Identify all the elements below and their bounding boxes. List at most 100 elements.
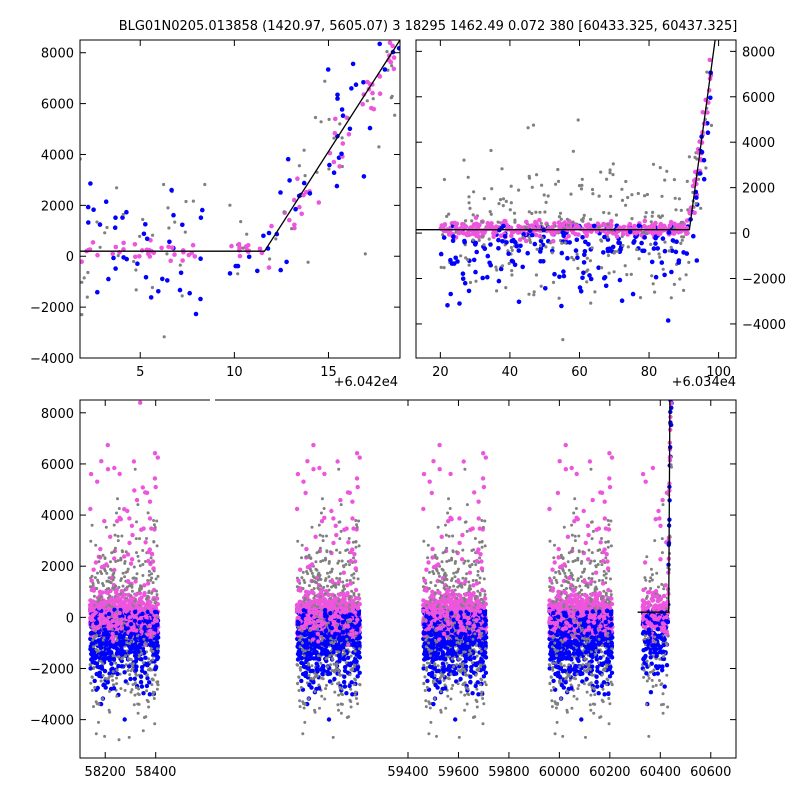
full-lightcurve-point — [95, 625, 101, 631]
zoom-rise-xtick-label: 80 — [641, 365, 658, 380]
full-lightcurve-point — [89, 578, 94, 583]
zoom-rise-point — [679, 208, 683, 212]
zoom-rise-point — [679, 220, 684, 224]
full-lightcurve-point — [145, 676, 150, 681]
full-lightcurve-point — [107, 576, 111, 580]
full-lightcurve-point — [121, 584, 125, 588]
zoom-peak-point — [371, 97, 375, 101]
full-lightcurve-point — [119, 599, 124, 604]
full-lightcurve-point — [113, 533, 117, 537]
zoom-rise-point — [591, 192, 595, 196]
zoom-peak-point — [203, 182, 207, 187]
zoom-peak-point — [292, 225, 297, 231]
full-lightcurve-point — [348, 563, 351, 567]
zoom-peak-point — [90, 240, 96, 245]
zoom-rise-point — [501, 204, 505, 208]
zoom-rise-point — [558, 211, 563, 215]
full-lightcurve-point — [134, 686, 138, 690]
zoom-rise-point — [708, 95, 713, 101]
full-lightcurve-point — [108, 534, 113, 539]
zoom-rise-ytick-label: 4000 — [742, 136, 775, 151]
zoom-peak-point — [332, 136, 336, 140]
zoom-peak-point — [124, 256, 129, 262]
zoom-rise-point — [451, 234, 456, 239]
panel-zoom-rise-fit — [416, 40, 716, 231]
full-lightcurve-point — [347, 683, 352, 689]
full-lightcurve-point — [89, 617, 94, 623]
zoom-peak-point — [151, 233, 155, 237]
panel-zoom-peak-fit — [80, 40, 400, 252]
full-lightcurve-point — [296, 681, 300, 685]
full-lightcurve-point — [329, 550, 332, 554]
full-lightcurve-point — [138, 400, 143, 405]
full-lightcurve-point — [116, 539, 120, 543]
zoom-rise-point — [510, 269, 514, 273]
full-lightcurve-point — [153, 627, 158, 632]
panel-zoom-peak-offset-label: +6.042e4 — [334, 375, 398, 390]
full-lightcurve-point — [139, 527, 144, 532]
full-lightcurve-point — [102, 518, 107, 524]
zoom-rise-point — [488, 262, 494, 268]
full-lightcurve-point — [354, 476, 360, 481]
full-lightcurve-point — [108, 603, 111, 607]
full-lightcurve-point — [132, 565, 136, 569]
zoom-peak-point — [396, 46, 400, 51]
zoom-rise-point — [653, 235, 658, 241]
zoom-rise-point — [607, 271, 611, 275]
full-lightcurve-point — [88, 506, 93, 512]
full-lightcurve-point — [153, 673, 157, 677]
zoom-peak-point — [167, 239, 172, 245]
full-lightcurve-point — [147, 680, 152, 685]
zoom-rise-point — [633, 234, 638, 240]
zoom-peak-point — [335, 92, 340, 98]
zoom-peak-point — [169, 245, 175, 250]
full-lightcurve-point — [92, 665, 96, 669]
zoom-peak-point — [391, 66, 397, 72]
full-lightcurve-point — [146, 581, 151, 586]
full-lightcurve-point — [89, 657, 95, 662]
zoom-rise-point — [493, 224, 499, 229]
full-lightcurve-point — [351, 540, 355, 544]
zoom-peak-point — [191, 199, 195, 203]
full-lightcurve-point — [119, 617, 125, 622]
zoom-rise-point — [527, 176, 532, 180]
zoom-rise-point — [442, 266, 446, 270]
zoom-rise-point — [672, 178, 677, 182]
zoom-peak-point — [178, 270, 184, 276]
full-lightcurve-point — [103, 569, 107, 573]
full-lightcurve-point — [115, 671, 120, 677]
zoom-rise-point — [608, 168, 612, 172]
zoom-peak-point — [178, 263, 182, 267]
zoom-rise-point — [591, 223, 597, 229]
zoom-rise-point — [658, 255, 662, 259]
full-lightcurve-point — [94, 543, 98, 547]
full-lightcurve-point — [98, 555, 102, 559]
full-lightcurve-point — [88, 598, 93, 603]
zoom-rise-point — [539, 284, 543, 288]
zoom-rise-point — [614, 213, 619, 217]
zoom-rise-point — [663, 178, 667, 182]
zoom-peak-point — [319, 120, 323, 124]
full-lightcurve-point — [311, 467, 316, 472]
zoom-rise-point — [561, 273, 567, 279]
zoom-rise-point — [658, 215, 662, 220]
full-lightcurve-point — [338, 572, 342, 576]
full-lightcurve-point — [101, 682, 106, 688]
full-lightcurve-point — [115, 604, 121, 609]
zoom-rise-point — [473, 242, 478, 247]
zoom-peak-point — [361, 174, 367, 179]
zoom-rise-point — [589, 217, 593, 221]
zoom-rise-point — [584, 232, 589, 237]
full-lightcurve-point — [128, 649, 134, 655]
full-lightcurve-point — [155, 680, 159, 684]
zoom-rise-xtick-label: 40 — [502, 365, 519, 380]
full-lightcurve-point — [139, 584, 142, 588]
zoom-rise-point — [556, 179, 561, 183]
full-lightcurve-point — [117, 585, 121, 589]
zoom-peak-point — [327, 167, 331, 171]
zoom-rise-point — [534, 210, 538, 214]
zoom-rise-point — [516, 248, 522, 253]
zoom-rise-point — [498, 266, 504, 272]
full-lightcurve-point — [123, 575, 127, 579]
zoom-peak-point — [115, 186, 119, 190]
